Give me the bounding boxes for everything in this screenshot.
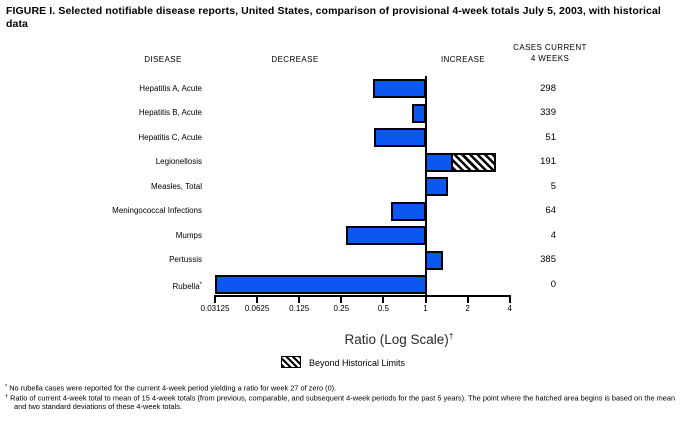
footnote-ratio-marker: † (5, 393, 9, 400)
case-count-value: 191 (540, 156, 556, 167)
column-header-cases: CASES CURRENT 4 WEEKS (495, 42, 605, 64)
x-axis-tick (214, 297, 216, 303)
x-axis-tick (424, 297, 427, 303)
chart-bar-decrease (374, 128, 427, 147)
legend-label: Beyond Historical Limits (309, 358, 406, 368)
disease-label: Hepatitis C, Acute (6, 133, 202, 143)
column-header-disease: DISEASE (144, 55, 182, 64)
disease-label-superscript: * (199, 281, 202, 288)
disease-label-text: Legionellosis (155, 157, 202, 166)
disease-label-text: Mumps (175, 230, 202, 240)
figure-title-line1: FIGURE I. Selected notifiable disease re… (6, 5, 661, 17)
x-axis-tick-label: 0.5 (377, 304, 389, 313)
disease-label-text: Hepatitis B, Acute (138, 108, 202, 117)
disease-label: Hepatitis B, Acute (6, 108, 202, 118)
column-header-increase: INCREASE (440, 55, 486, 64)
chart-bar-increase (424, 152, 453, 172)
x-axis-tick-label: 0.125 (289, 304, 310, 313)
x-axis-tick (508, 297, 511, 303)
disease-label: Rubella* (6, 280, 202, 291)
x-axis-tick (256, 297, 259, 303)
disease-label: Meningococcal Infections (6, 206, 202, 216)
disease-label-text: Pertussis (169, 255, 202, 264)
footnote-rubella-marker: * (5, 384, 8, 390)
chart-bar-increase (424, 177, 449, 196)
x-axis-tick (298, 297, 301, 303)
case-count-value: 339 (540, 107, 556, 118)
x-axis-title-superscript: † (448, 331, 454, 341)
disease-label-text: Hepatitis C, Acute (138, 132, 202, 142)
disease-label: Legionellosis (6, 157, 202, 167)
chart-bar-decrease (391, 201, 427, 221)
disease-label: Pertussis (6, 255, 202, 265)
x-axis-tick-label: 4 (507, 304, 512, 313)
x-axis-tick (340, 297, 343, 303)
x-axis-line (214, 295, 511, 297)
footnote-rubella: * No rubella cases were reported for the… (5, 383, 681, 393)
case-count-value: 4 (550, 229, 556, 241)
x-axis-tick-label: 0.03125 (200, 304, 230, 313)
x-axis-tick-label: 0.0625 (244, 304, 270, 313)
footnote-ratio-text: Ratio of current 4-week total to mean of… (10, 393, 676, 411)
x-axis-tick (466, 297, 469, 303)
figure-title-line2: data (6, 18, 28, 30)
x-axis-tick (382, 297, 385, 303)
x-axis-tick-label: 2 (465, 304, 470, 313)
chart-bar-decrease (372, 79, 427, 98)
figure-title: FIGURE I. Selected notifiable disease re… (6, 5, 680, 31)
baseline-reference-line (424, 76, 427, 297)
disease-label: Mumps (6, 231, 202, 241)
chart-bar-decrease (345, 226, 427, 245)
legend-hatch-swatch-icon (281, 356, 301, 368)
case-count-value: 64 (545, 205, 556, 216)
column-header-cases-line1: CASES CURRENT (513, 43, 587, 52)
column-header-decrease: DECREASE (271, 55, 319, 64)
footnotes: * No rubella cases were reported for the… (5, 383, 681, 411)
case-count-value: 51 (545, 131, 556, 143)
x-axis-tick-label: 0.25 (333, 304, 350, 313)
chart-bar-decrease (215, 275, 427, 294)
disease-label: Measles, Total (6, 182, 202, 192)
x-axis-title-text: Ratio (Log Scale) (344, 332, 449, 347)
chart-bar-increase (424, 250, 444, 270)
disease-label-text: Meningococcal Infections (112, 206, 202, 215)
case-count-value: 0 (550, 278, 556, 290)
x-axis-tick-label: 1 (423, 304, 428, 313)
case-count-value: 385 (540, 254, 556, 265)
footnote-rubella-text: No rubella cases were reported for the c… (9, 383, 337, 393)
disease-label-text: Rubella (172, 281, 200, 291)
case-count-value: 5 (550, 180, 556, 192)
chart-bar-beyond-limit (452, 152, 497, 172)
case-count-value: 298 (540, 82, 556, 94)
disease-label-text: Measles, Total (151, 181, 202, 191)
disease-label: Hepatitis A, Acute (6, 84, 202, 94)
x-axis-title: Ratio (Log Scale)† (294, 331, 504, 347)
disease-label-text: Hepatitis A, Acute (139, 83, 202, 93)
footnote-ratio: † Ratio of current 4-week total to mean … (5, 393, 681, 411)
column-header-cases-line2: 4 WEEKS (530, 54, 570, 63)
